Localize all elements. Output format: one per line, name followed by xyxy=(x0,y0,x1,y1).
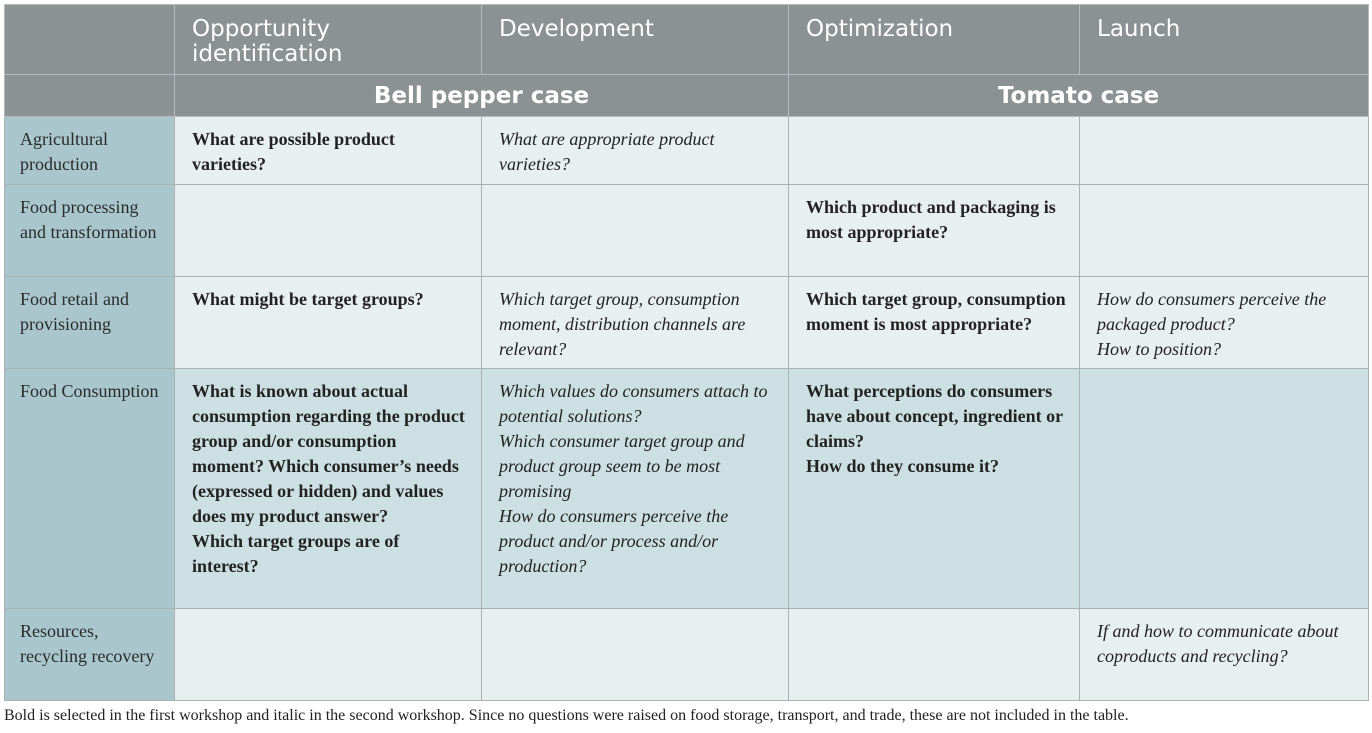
question-cell xyxy=(481,184,789,277)
header-corner xyxy=(4,4,175,75)
question-cell xyxy=(788,608,1080,701)
question-text: If and how to communicate about coproduc… xyxy=(1097,621,1339,666)
row-label: Food retail and provisioning xyxy=(4,276,175,369)
question-text: Which values do consumers attach to pote… xyxy=(499,381,768,426)
question-text: Which target group, consumption moment, … xyxy=(499,289,746,359)
question-text: Which consumer target group and product … xyxy=(499,431,745,501)
question-cell: Which values do consumers attach to pote… xyxy=(481,368,789,609)
table-footnote: Bold is selected in the first workshop a… xyxy=(4,707,1129,724)
question-cell xyxy=(481,608,789,701)
phase-header-row: Opportunity identification Development O… xyxy=(4,4,1369,75)
row-label: Food Consumption xyxy=(4,368,175,609)
table-row: Food processing and transformation Which … xyxy=(4,184,1369,277)
case-tomato: Tomato case xyxy=(788,74,1369,117)
question-text: How to position? xyxy=(1097,339,1222,359)
question-text: How do they consume it? xyxy=(806,456,999,476)
case-corner xyxy=(4,74,175,117)
question-text: How do consumers perceive the product an… xyxy=(499,506,729,576)
question-text: Which target groups are of interest? xyxy=(192,531,400,576)
question-cell: If and how to communicate about coproduc… xyxy=(1079,608,1369,701)
table-row: Resources, recycling recovery If and how … xyxy=(4,608,1369,701)
question-text: Which product and packaging is most appr… xyxy=(806,197,1056,242)
question-text: What perceptions do consumers have about… xyxy=(806,381,1063,451)
question-text: How do consumers perceive the packaged p… xyxy=(1097,289,1327,334)
question-cell: How do consumers perceive the packaged p… xyxy=(1079,276,1369,369)
question-cell xyxy=(174,184,482,277)
question-cell: Which target group, consumption moment i… xyxy=(788,276,1080,369)
question-text: Which target group, consumption moment i… xyxy=(806,289,1066,334)
case-header-row: Bell pepper case Tomato case xyxy=(4,74,1369,117)
question-cell: What perceptions do consumers have about… xyxy=(788,368,1080,609)
question-text: What might be target groups? xyxy=(192,289,424,309)
question-text: What is known about actual consumption r… xyxy=(192,381,465,526)
row-label: Resources, recycling recovery xyxy=(4,608,175,701)
case-bell-pepper: Bell pepper case xyxy=(174,74,789,117)
questions-table: Opportunity identification Development O… xyxy=(4,4,1369,701)
question-cell xyxy=(174,608,482,701)
phase-opportunity-identification: Opportunity identification xyxy=(174,4,482,75)
question-cell: What is known about actual consumption r… xyxy=(174,368,482,609)
question-cell xyxy=(1079,116,1369,185)
question-cell xyxy=(1079,368,1369,609)
table-row: Food Consumption What is known about actu… xyxy=(4,368,1369,609)
question-text: What are appropriate product varieties? xyxy=(499,129,715,174)
question-cell xyxy=(788,116,1080,185)
row-label: Agricultural production xyxy=(4,116,175,185)
phase-optimization: Optimization xyxy=(788,4,1080,75)
question-cell xyxy=(1079,184,1369,277)
row-label: Food processing and transformation xyxy=(4,184,175,277)
phase-launch: Launch xyxy=(1079,4,1369,75)
question-cell: What might be target groups? xyxy=(174,276,482,369)
question-cell: What are possible product varieties? xyxy=(174,116,482,185)
table-row: Food retail and provisioning What might b… xyxy=(4,276,1369,369)
question-cell: Which target group, consumption moment, … xyxy=(481,276,789,369)
phase-development: Development xyxy=(481,4,789,75)
question-text: What are possible product varieties? xyxy=(192,129,395,174)
question-cell: What are appropriate product varieties? xyxy=(481,116,789,185)
question-cell: Which product and packaging is most appr… xyxy=(788,184,1080,277)
table-row: Agricultural production What are possible… xyxy=(4,116,1369,185)
